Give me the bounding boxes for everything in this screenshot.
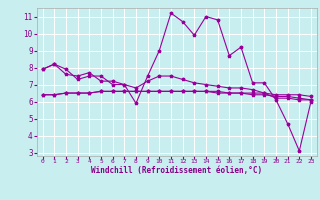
X-axis label: Windchill (Refroidissement éolien,°C): Windchill (Refroidissement éolien,°C) xyxy=(91,166,262,175)
